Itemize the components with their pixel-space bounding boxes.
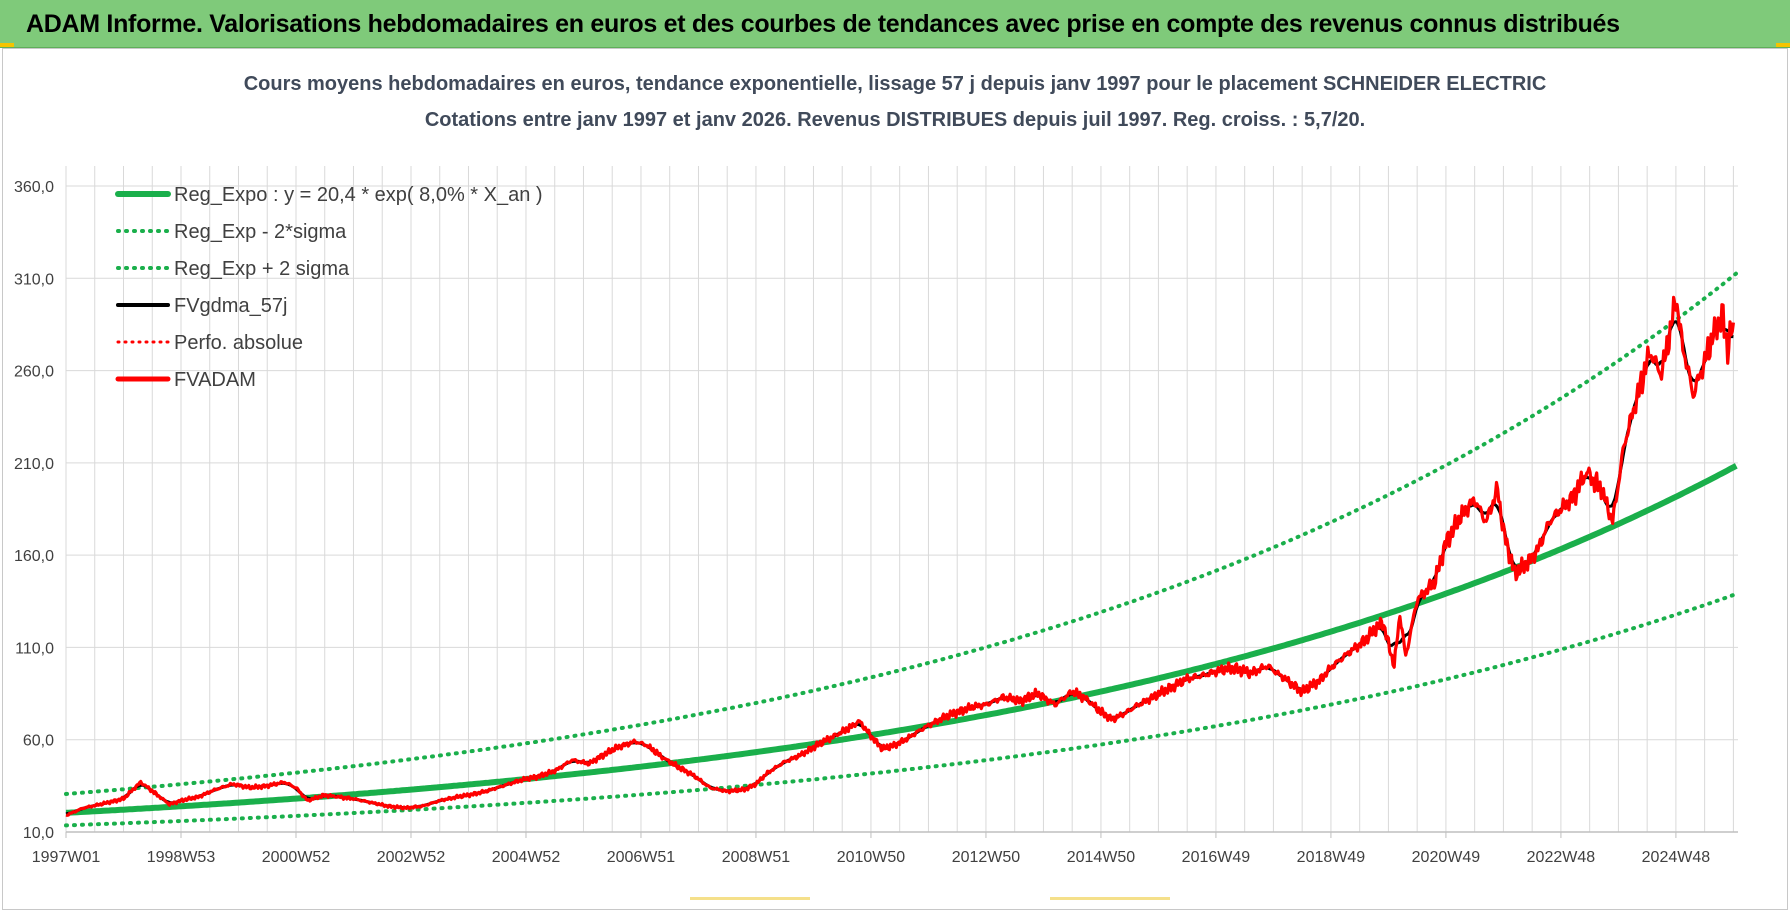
legend-label: Reg_Exp + 2 sigma <box>174 258 350 280</box>
series <box>64 271 1739 828</box>
selection-handle-left <box>690 897 810 900</box>
series-reg-plus-2sigma <box>64 271 1739 796</box>
chart-title: Cours moyens hebdomadaires en euros, ten… <box>244 73 1547 95</box>
series-fvadam <box>65 295 1735 817</box>
x-tick-label: 2022W48 <box>1527 849 1596 866</box>
series-reg-expo <box>65 463 1738 816</box>
y-tick-label: 210,0 <box>14 456 54 473</box>
x-tick-label: 2016W49 <box>1182 849 1251 866</box>
y-tick-label: 60,0 <box>23 733 54 750</box>
legend-label: FVgdma_57j <box>174 295 287 317</box>
chart: Cours moyens hebdomadaires en euros, ten… <box>14 73 1739 866</box>
legend-label: Reg_Exp - 2*sigma <box>174 221 347 243</box>
y-tick-label: 360,0 <box>14 179 54 196</box>
grid <box>65 166 1738 833</box>
x-tick-label: 2006W51 <box>607 849 676 866</box>
series-reg-minus-2sigma <box>64 592 1739 828</box>
x-tick-label: 2010W50 <box>837 849 906 866</box>
x-tick-label: 1997W01 <box>32 849 101 866</box>
x-tick-label: 1998W53 <box>147 849 216 866</box>
page-title: ADAM Informe. Valorisations hebdomadaire… <box>26 10 1620 38</box>
selection-handle-right <box>1050 897 1170 900</box>
x-tick-label: 2004W52 <box>492 849 561 866</box>
y-tick-label: 260,0 <box>14 364 54 381</box>
x-tick-label: 2014W50 <box>1067 849 1136 866</box>
corner-mark-top-left <box>0 43 14 47</box>
y-tick-label: 110,0 <box>15 640 54 657</box>
x-tick-label: 2000W52 <box>262 849 331 866</box>
chart-frame <box>2 48 1788 910</box>
y-tick-label: 10,0 <box>23 825 54 842</box>
x-tick-label: 2020W49 <box>1412 849 1481 866</box>
legend: Reg_Expo : y = 20,4 * exp( 8,0% * X_an )… <box>115 184 543 391</box>
chart-subtitle: Cotations entre janv 1997 et janv 2026. … <box>425 109 1365 131</box>
x-tick-label: 2008W51 <box>722 849 791 866</box>
y-axis-ticks: 10,0 60,0 110,0 160,0 210,0 260,0 310,0 360,0 <box>14 179 54 842</box>
x-tick-label: 2002W52 <box>377 849 446 866</box>
x-tick-label: 2012W50 <box>952 849 1021 866</box>
header-bar: ADAM Informe. Valorisations hebdomadaire… <box>0 0 1790 48</box>
x-tick-label: 2024W48 <box>1642 849 1711 866</box>
corner-mark-top-right <box>1776 43 1790 47</box>
x-axis-ticks: 1997W01 1998W53 2000W52 2002W52 2004W52 2006W… <box>32 832 1710 866</box>
legend-label: FVADAM <box>174 369 256 391</box>
legend-label: Perfo. absolue <box>174 332 303 354</box>
legend-label: Reg_Expo : y = 20,4 * exp( 8,0% * X_an ) <box>174 184 543 206</box>
y-tick-label: 160,0 <box>14 548 54 565</box>
x-tick-label: 2018W49 <box>1297 849 1366 866</box>
y-tick-label: 310,0 <box>14 271 54 288</box>
